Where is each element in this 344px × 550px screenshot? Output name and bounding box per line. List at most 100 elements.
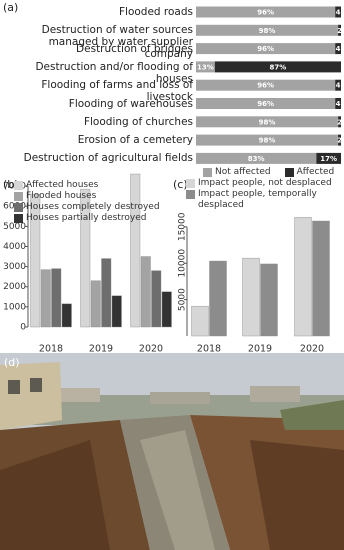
y-tick-label: 5000 — [3, 222, 26, 232]
legend-label: Affected — [296, 167, 335, 177]
bar — [294, 217, 312, 337]
bar — [140, 256, 151, 328]
legend-label: Impact people, temporally desplaced — [198, 189, 317, 210]
y-tick-label: 1000 — [3, 302, 26, 312]
bar — [101, 258, 112, 328]
bar — [80, 188, 91, 328]
legend-swatch — [203, 168, 212, 177]
value-label: 4 — [336, 9, 341, 17]
value-label: 2 — [337, 27, 342, 35]
y-tick-label: 0 — [20, 323, 26, 333]
category-label: Destruction and/or flooding of houses — [35, 60, 193, 85]
category-label: Destruction of water sources managed by … — [41, 24, 193, 61]
legend: Affected houses Flooded houses Houses comp… — [14, 180, 169, 224]
panel-label: (d) — [4, 356, 20, 369]
legend-entry: Flooded houses — [14, 191, 169, 202]
bar — [312, 220, 330, 337]
value-label: 4 — [336, 45, 341, 53]
bar — [61, 303, 72, 328]
x-tick-label: 2020 — [139, 344, 163, 355]
category-label: Flooded roads — [118, 6, 193, 18]
x-tick-label: 2019 — [89, 344, 113, 355]
legend: Impact people, not desplaced Impact peopl… — [186, 178, 344, 211]
bar — [30, 193, 41, 328]
x-tick-label: 2020 — [300, 344, 324, 355]
category-label: Erosion of a cemetery — [77, 134, 193, 147]
legend-label: Affected houses — [26, 180, 99, 190]
bar — [161, 291, 172, 328]
bar — [40, 269, 51, 328]
value-label: 83% — [248, 155, 265, 163]
value-label: 96% — [257, 9, 274, 17]
value-label: 4 — [336, 82, 341, 90]
value-label: 4 — [336, 100, 341, 108]
x-tick-label: 2018 — [39, 344, 63, 355]
bar-segment — [335, 43, 341, 55]
legend-label: Flooded houses — [26, 191, 97, 201]
bar — [51, 268, 62, 328]
photo — [0, 353, 344, 550]
legend-entry: Affected houses — [14, 180, 169, 191]
legend-entry: Impact people, not desplaced — [186, 178, 344, 189]
value-label: 96% — [257, 82, 274, 90]
bar-segment — [338, 116, 341, 128]
y-tick-label: 4000 — [3, 242, 26, 252]
bar — [111, 295, 122, 328]
x-tick-label: 2018 — [197, 344, 221, 355]
value-label: 2 — [337, 118, 342, 126]
legend-swatch — [14, 192, 23, 201]
bar — [90, 280, 101, 328]
x-tick-label: 2019 — [248, 344, 272, 355]
y-tick-label: 2000 — [3, 282, 26, 292]
bar-segment — [196, 6, 336, 18]
bar-segment — [335, 79, 341, 91]
y-tick-label: 15000 — [178, 212, 188, 241]
bar — [242, 257, 260, 337]
legend-entry: Houses completely destroyed — [14, 202, 169, 213]
bar-segment — [196, 116, 339, 128]
legend-label: Not affected — [215, 167, 271, 177]
value-label: 87% — [270, 63, 287, 71]
legend-swatch — [186, 179, 195, 188]
value-label: 13% — [197, 63, 214, 71]
legend-swatch — [14, 203, 23, 212]
bar-segment — [196, 24, 339, 36]
bar-segment — [335, 98, 341, 109]
bar-segment — [316, 152, 341, 164]
legend-entry: Not affected — [203, 167, 271, 178]
value-label: 17% — [320, 155, 337, 163]
bar-segment — [196, 43, 336, 55]
value-label: 98% — [259, 118, 276, 126]
category-label: Flooding of warehouses — [68, 97, 193, 110]
legend-swatch — [14, 181, 23, 190]
bar-segment — [196, 79, 336, 91]
legend-swatch — [14, 214, 23, 223]
bar — [151, 270, 162, 328]
y-tick-label: 5000 — [178, 288, 188, 311]
bar — [130, 173, 141, 328]
y-tick-label: 10000 — [178, 249, 188, 278]
panel-label: (a) — [3, 1, 19, 14]
category-label: Flooding of churches — [83, 115, 193, 128]
legend-label: Houses completely destroyed — [26, 202, 160, 212]
panel-label: (c) — [173, 178, 188, 191]
legend-entry: Impact people, temporally desplaced — [186, 189, 344, 211]
value-label: 96% — [257, 45, 274, 53]
legend-label: Houses partially destroyed — [26, 213, 147, 223]
value-label: 96% — [257, 100, 274, 108]
bar-segment — [196, 134, 339, 146]
bar — [191, 305, 209, 337]
bar-segment — [214, 61, 341, 73]
bar-segment — [196, 61, 215, 73]
bar-segment — [335, 6, 341, 18]
y-tick-label: 3000 — [3, 262, 26, 272]
value-label: 98% — [259, 137, 276, 145]
category-label: Destruction of bridges — [76, 42, 193, 55]
legend-label: Impact people, not desplaced — [198, 178, 332, 188]
bar-segment — [196, 98, 336, 109]
value-label: 98% — [259, 27, 276, 35]
bar-segment — [338, 134, 341, 146]
category-label: Flooding of farms and loss of livestock — [41, 79, 193, 104]
